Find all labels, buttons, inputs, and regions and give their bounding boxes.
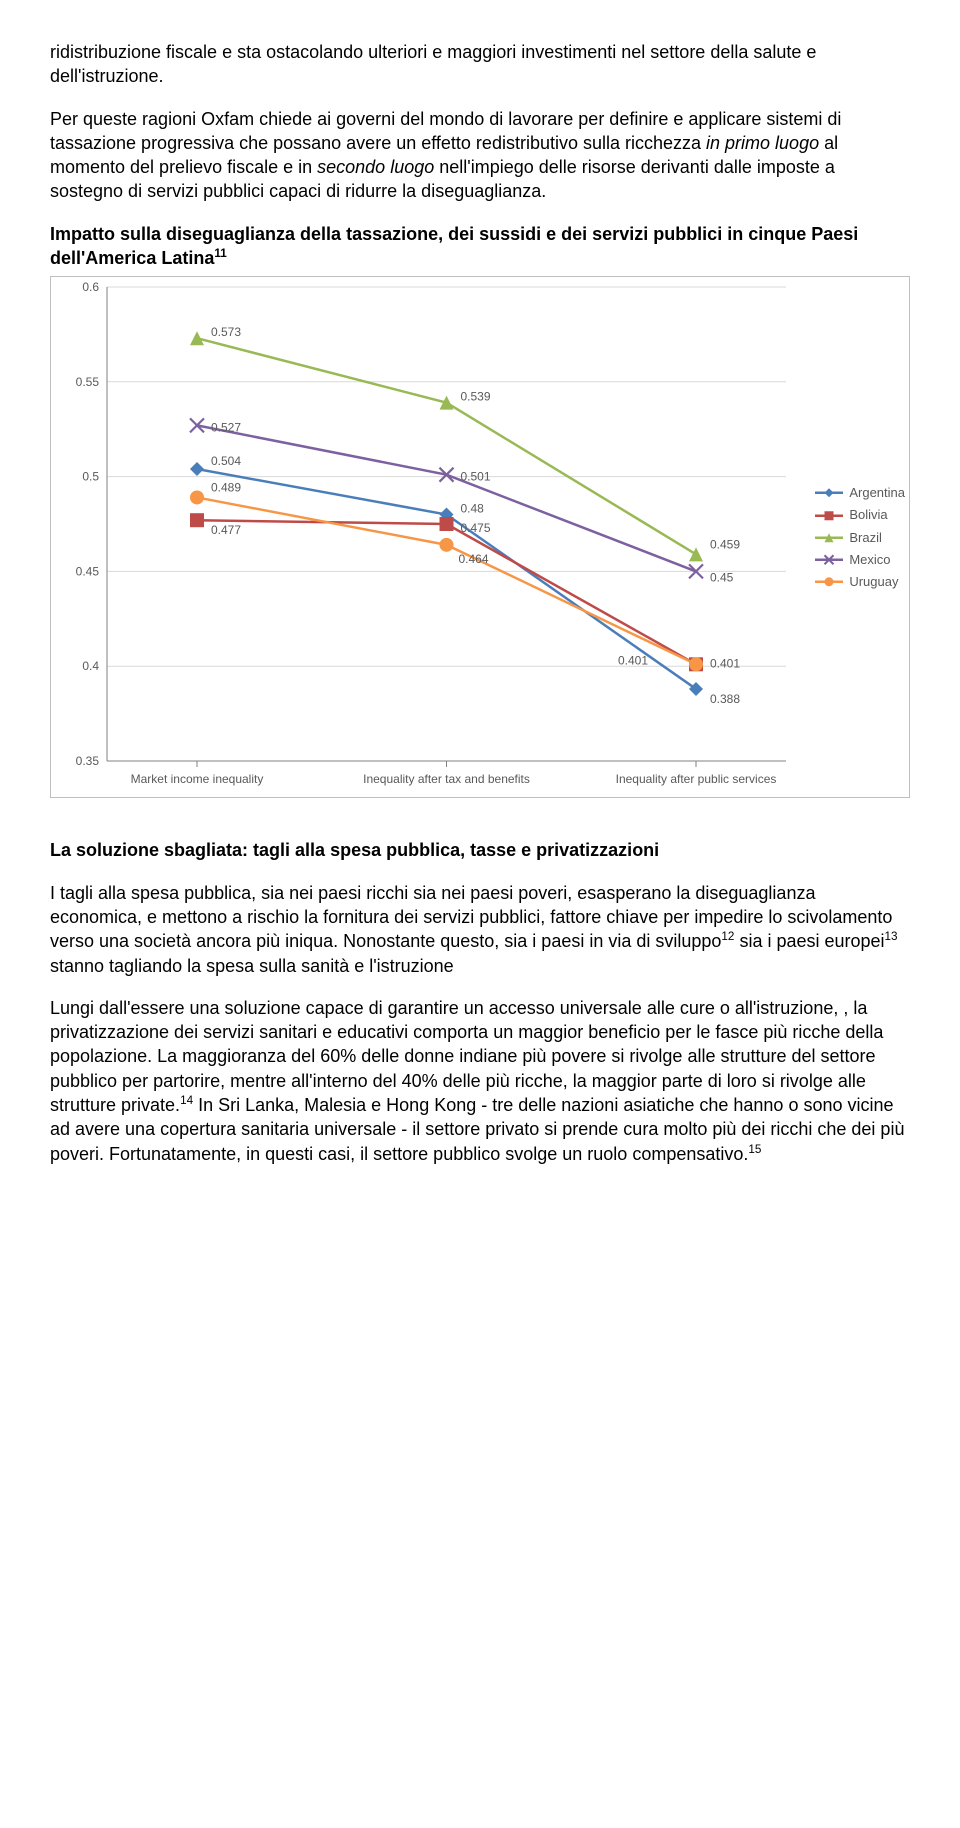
chart-title: Impatto sulla diseguaglianza della tassa… [50, 222, 910, 271]
legend-item: Argentina [815, 482, 905, 504]
svg-text:Inequality after public servic: Inequality after public services [616, 772, 777, 786]
svg-text:0.35: 0.35 [76, 754, 100, 768]
svg-text:0.573: 0.573 [211, 326, 241, 340]
chart-title-text: Impatto sulla diseguaglianza della tassa… [50, 224, 858, 268]
chart-legend: ArgentinaBoliviaBrazilMexicoUruguay [815, 482, 905, 592]
svg-text:0.5: 0.5 [82, 470, 99, 484]
legend-item: Mexico [815, 548, 905, 570]
svg-text:0.45: 0.45 [710, 571, 734, 585]
legend-item: Uruguay [815, 571, 905, 593]
p3-part-b: sia i paesi europei [734, 931, 884, 951]
legend-item: Brazil [815, 526, 905, 548]
svg-text:0.48: 0.48 [461, 502, 485, 516]
svg-text:0.6: 0.6 [82, 280, 99, 294]
svg-text:0.4: 0.4 [82, 660, 99, 674]
svg-text:Market income inequality: Market income inequality [131, 772, 264, 786]
svg-text:0.459: 0.459 [710, 538, 740, 552]
svg-text:0.527: 0.527 [211, 421, 241, 435]
footnote-11: 11 [214, 247, 226, 260]
svg-text:0.489: 0.489 [211, 481, 241, 495]
svg-text:0.501: 0.501 [461, 470, 491, 484]
inequality-chart: 0.35 0.4 0.45 0.5 0.55 0.6 Market income inequ… [50, 276, 910, 798]
footnote-14: 14 [180, 1094, 193, 1107]
body-paragraph-1: ridistribuzione fiscale e sta ostacoland… [50, 40, 910, 89]
body-paragraph-2: Per queste ragioni Oxfam chiede ai gover… [50, 107, 910, 204]
svg-text:0.401: 0.401 [710, 657, 740, 671]
body-paragraph-3: I tagli alla spesa pubblica, sia nei pae… [50, 881, 910, 978]
svg-text:0.539: 0.539 [461, 390, 491, 404]
p2-part-b: in primo luogo [706, 133, 819, 153]
p2-part-d: secondo luogo [317, 157, 434, 177]
svg-text:0.45: 0.45 [76, 565, 100, 579]
section-heading-2: La soluzione sbagliata: tagli alla spesa… [50, 838, 910, 862]
footnote-12: 12 [721, 930, 734, 943]
footnote-13: 13 [885, 930, 898, 943]
svg-text:0.475: 0.475 [461, 521, 491, 535]
svg-text:Inequality after tax and benef: Inequality after tax and benefits [363, 772, 530, 786]
svg-text:0.464: 0.464 [459, 552, 489, 566]
svg-text:0.388: 0.388 [710, 692, 740, 706]
footnote-15: 15 [748, 1143, 761, 1156]
svg-text:0.55: 0.55 [76, 375, 100, 389]
chart-svg: 0.35 0.4 0.45 0.5 0.55 0.6 Market income inequ… [51, 277, 906, 797]
body-paragraph-4: Lungi dall'essere una soluzione capace d… [50, 996, 910, 1166]
svg-text:0.477: 0.477 [211, 524, 241, 538]
p3-part-c: stanno tagliando la spesa sulla sanità e… [50, 956, 454, 976]
svg-text:0.504: 0.504 [211, 454, 241, 468]
legend-item: Bolivia [815, 504, 905, 526]
svg-text:0.401: 0.401 [618, 654, 648, 668]
